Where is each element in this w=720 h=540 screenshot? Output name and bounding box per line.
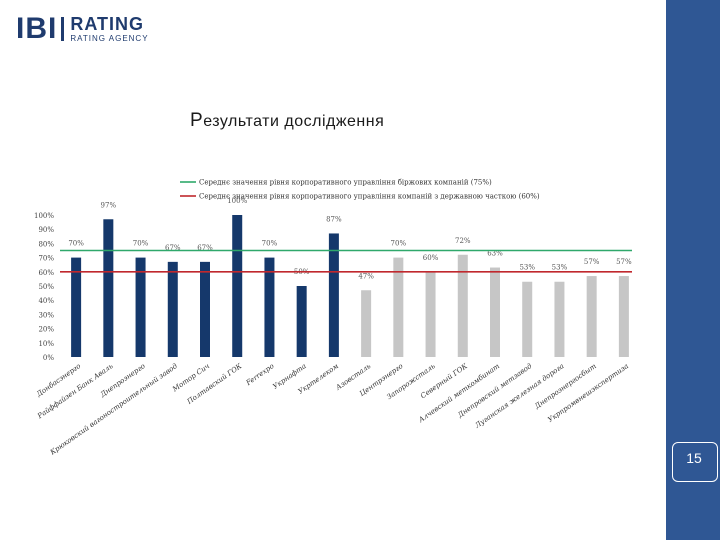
right-sidebar xyxy=(666,0,720,540)
category-label: Полтавский ГОК xyxy=(185,362,244,407)
logo-mark: IBI xyxy=(16,12,58,45)
bar xyxy=(232,215,243,357)
value-label: 70% xyxy=(68,240,84,248)
y-tick-label: 10% xyxy=(38,340,54,348)
y-tick-label: 100% xyxy=(34,212,54,220)
bar xyxy=(586,276,597,357)
legend-label: Середнє значення рівня корпоративного уп… xyxy=(199,179,492,187)
value-label: 57% xyxy=(616,258,632,266)
y-tick-label: 20% xyxy=(38,326,54,334)
bar xyxy=(457,254,468,357)
value-label: 57% xyxy=(584,258,600,266)
bar xyxy=(393,257,404,357)
bar xyxy=(618,276,629,357)
legend-label: Середнє значення рівня корпоративного уп… xyxy=(199,193,540,201)
value-label: 70% xyxy=(391,240,407,248)
bar xyxy=(522,281,533,357)
value-label: 53% xyxy=(519,264,535,272)
value-label: 100% xyxy=(227,197,247,205)
bar xyxy=(361,290,372,357)
y-tick-label: 30% xyxy=(38,311,54,319)
bar xyxy=(425,271,436,357)
y-tick-label: 80% xyxy=(38,240,54,248)
value-label: 87% xyxy=(326,215,342,223)
value-label: 60% xyxy=(423,254,439,262)
bar xyxy=(135,257,146,357)
bar xyxy=(167,261,178,357)
bar xyxy=(103,219,114,357)
logo-name: RATING xyxy=(70,14,145,34)
value-label: 97% xyxy=(101,201,117,209)
value-label: 47% xyxy=(358,272,374,280)
y-tick-label: 70% xyxy=(38,255,54,263)
logo-text: RATING RATING AGENCY xyxy=(70,15,148,43)
page-title: Результати дослідження xyxy=(190,110,385,131)
bar xyxy=(490,267,500,357)
page-number-frame xyxy=(672,442,718,482)
value-label: 72% xyxy=(455,237,471,245)
y-tick-label: 0% xyxy=(43,354,54,362)
logo: IBI RATING RATING AGENCY xyxy=(16,14,149,44)
value-label: 67% xyxy=(197,244,213,252)
y-tick-label: 40% xyxy=(38,297,54,305)
page-number: 15 xyxy=(686,450,702,466)
value-label: 70% xyxy=(133,240,149,248)
bar xyxy=(328,233,339,357)
value-label: 53% xyxy=(552,264,568,272)
y-tick-label: 50% xyxy=(38,283,54,291)
bar xyxy=(554,281,565,357)
y-tick-label: 60% xyxy=(38,269,54,277)
bar xyxy=(296,286,307,357)
logo-tagline: RATING AGENCY xyxy=(70,34,149,43)
bar xyxy=(200,261,210,357)
value-label: 67% xyxy=(165,244,181,252)
value-label: 63% xyxy=(487,250,503,258)
value-label: 70% xyxy=(262,240,278,248)
logo-divider xyxy=(61,17,65,41)
bar xyxy=(264,257,275,357)
bar xyxy=(71,257,82,357)
y-tick-label: 90% xyxy=(38,226,54,234)
